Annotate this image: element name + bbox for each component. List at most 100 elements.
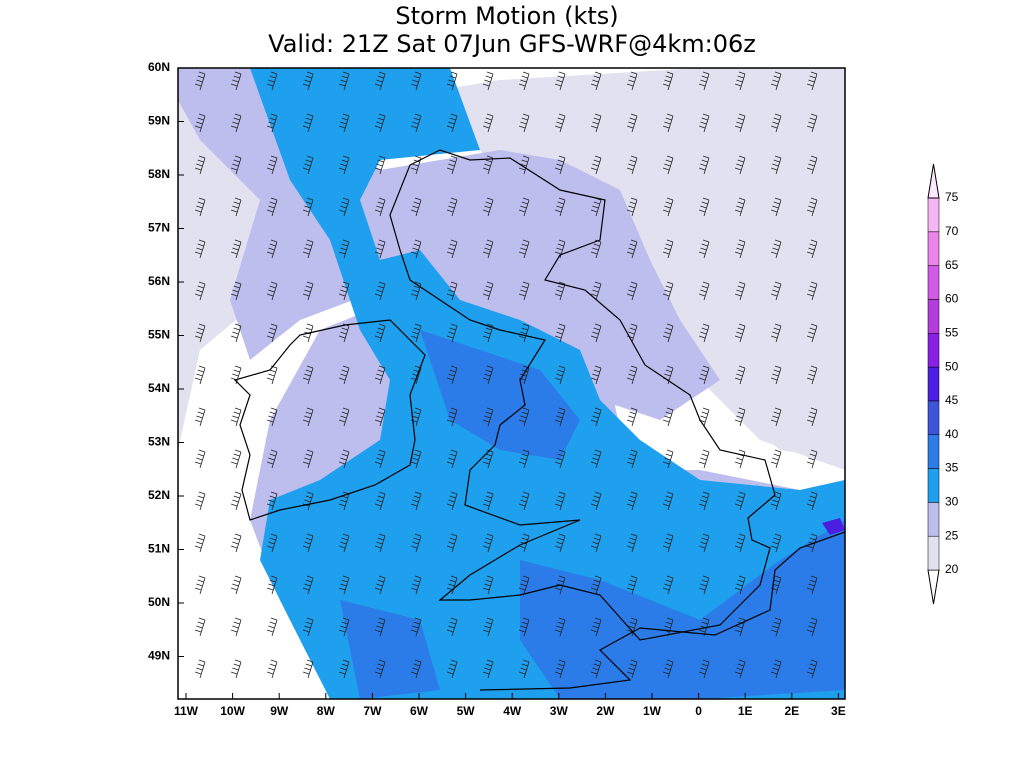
barb	[626, 491, 638, 511]
colorbar-high	[927, 163, 940, 199]
barb	[734, 533, 746, 553]
barb	[770, 575, 782, 595]
barb	[698, 239, 710, 259]
barb	[662, 617, 674, 637]
barb	[770, 407, 782, 427]
barb	[698, 449, 710, 469]
barb	[662, 323, 674, 343]
barb	[770, 491, 782, 511]
barb	[230, 71, 242, 91]
barb	[554, 71, 566, 91]
barb	[266, 71, 278, 91]
barb	[734, 323, 746, 343]
barb	[626, 533, 638, 553]
barb	[590, 71, 602, 91]
barb	[302, 281, 314, 301]
barb	[482, 617, 494, 637]
barb	[626, 155, 638, 175]
colorbar-label: 75	[945, 190, 959, 204]
barb	[482, 113, 494, 133]
barb	[266, 155, 278, 175]
barb	[590, 113, 602, 133]
colorbar-label: 50	[945, 359, 959, 373]
barb	[770, 533, 782, 553]
barb	[590, 365, 602, 385]
barb	[446, 239, 458, 259]
barb	[446, 407, 458, 427]
barb	[626, 575, 638, 595]
barb	[806, 617, 818, 637]
lon-label: 1W	[643, 704, 662, 718]
colorbar-bin	[927, 434, 940, 469]
barb	[734, 197, 746, 217]
lon-label: 0	[695, 704, 702, 718]
barb	[662, 197, 674, 217]
lat-label: 57N	[148, 221, 170, 235]
lon-label: 4W	[503, 704, 522, 718]
coastline	[233, 319, 426, 521]
barb	[698, 155, 710, 175]
barb	[230, 491, 242, 511]
lat-label: 59N	[148, 114, 170, 128]
barb	[626, 113, 638, 133]
barb	[338, 113, 350, 133]
barb	[482, 71, 494, 91]
barb	[230, 659, 242, 679]
barb	[626, 71, 638, 91]
barb	[554, 449, 566, 469]
barb	[194, 533, 206, 553]
barb	[446, 155, 458, 175]
barb	[518, 281, 530, 301]
barb	[554, 533, 566, 553]
barb	[482, 533, 494, 553]
barb	[698, 281, 710, 301]
barb	[518, 365, 530, 385]
barb	[590, 323, 602, 343]
barb	[410, 533, 422, 553]
shade	[822, 518, 845, 535]
barb	[338, 575, 350, 595]
barb	[770, 449, 782, 469]
barb	[194, 71, 206, 91]
barb	[518, 659, 530, 679]
colorbar-label: 40	[945, 427, 959, 441]
coastline	[479, 531, 845, 691]
barb	[302, 407, 314, 427]
frame	[177, 67, 846, 700]
barb	[518, 197, 530, 217]
barb	[518, 155, 530, 175]
barb	[374, 197, 386, 217]
barb	[770, 239, 782, 259]
barb	[734, 239, 746, 259]
barb	[662, 575, 674, 595]
barb	[806, 197, 818, 217]
barb	[806, 365, 818, 385]
barb	[446, 197, 458, 217]
colorbar-label: 65	[945, 258, 959, 272]
barb	[482, 491, 494, 511]
barb	[266, 659, 278, 679]
barb	[194, 575, 206, 595]
barb	[374, 281, 386, 301]
barb	[806, 533, 818, 553]
barb	[338, 617, 350, 637]
colorbar-bin	[927, 299, 940, 334]
lon-label: 1E	[738, 704, 753, 718]
barb	[626, 239, 638, 259]
barb	[446, 365, 458, 385]
colorbar-bin	[927, 400, 940, 435]
wind-barbs	[194, 71, 818, 679]
barb	[770, 197, 782, 217]
lat-label: 58N	[148, 167, 170, 181]
barb	[554, 239, 566, 259]
barb	[518, 239, 530, 259]
colorbar-label: 20	[945, 562, 959, 576]
barb	[302, 449, 314, 469]
barb	[698, 407, 710, 427]
barb	[662, 491, 674, 511]
barb	[410, 365, 422, 385]
barb	[662, 281, 674, 301]
lat-label: 49N	[148, 649, 170, 663]
colorbar-bin	[927, 535, 940, 571]
